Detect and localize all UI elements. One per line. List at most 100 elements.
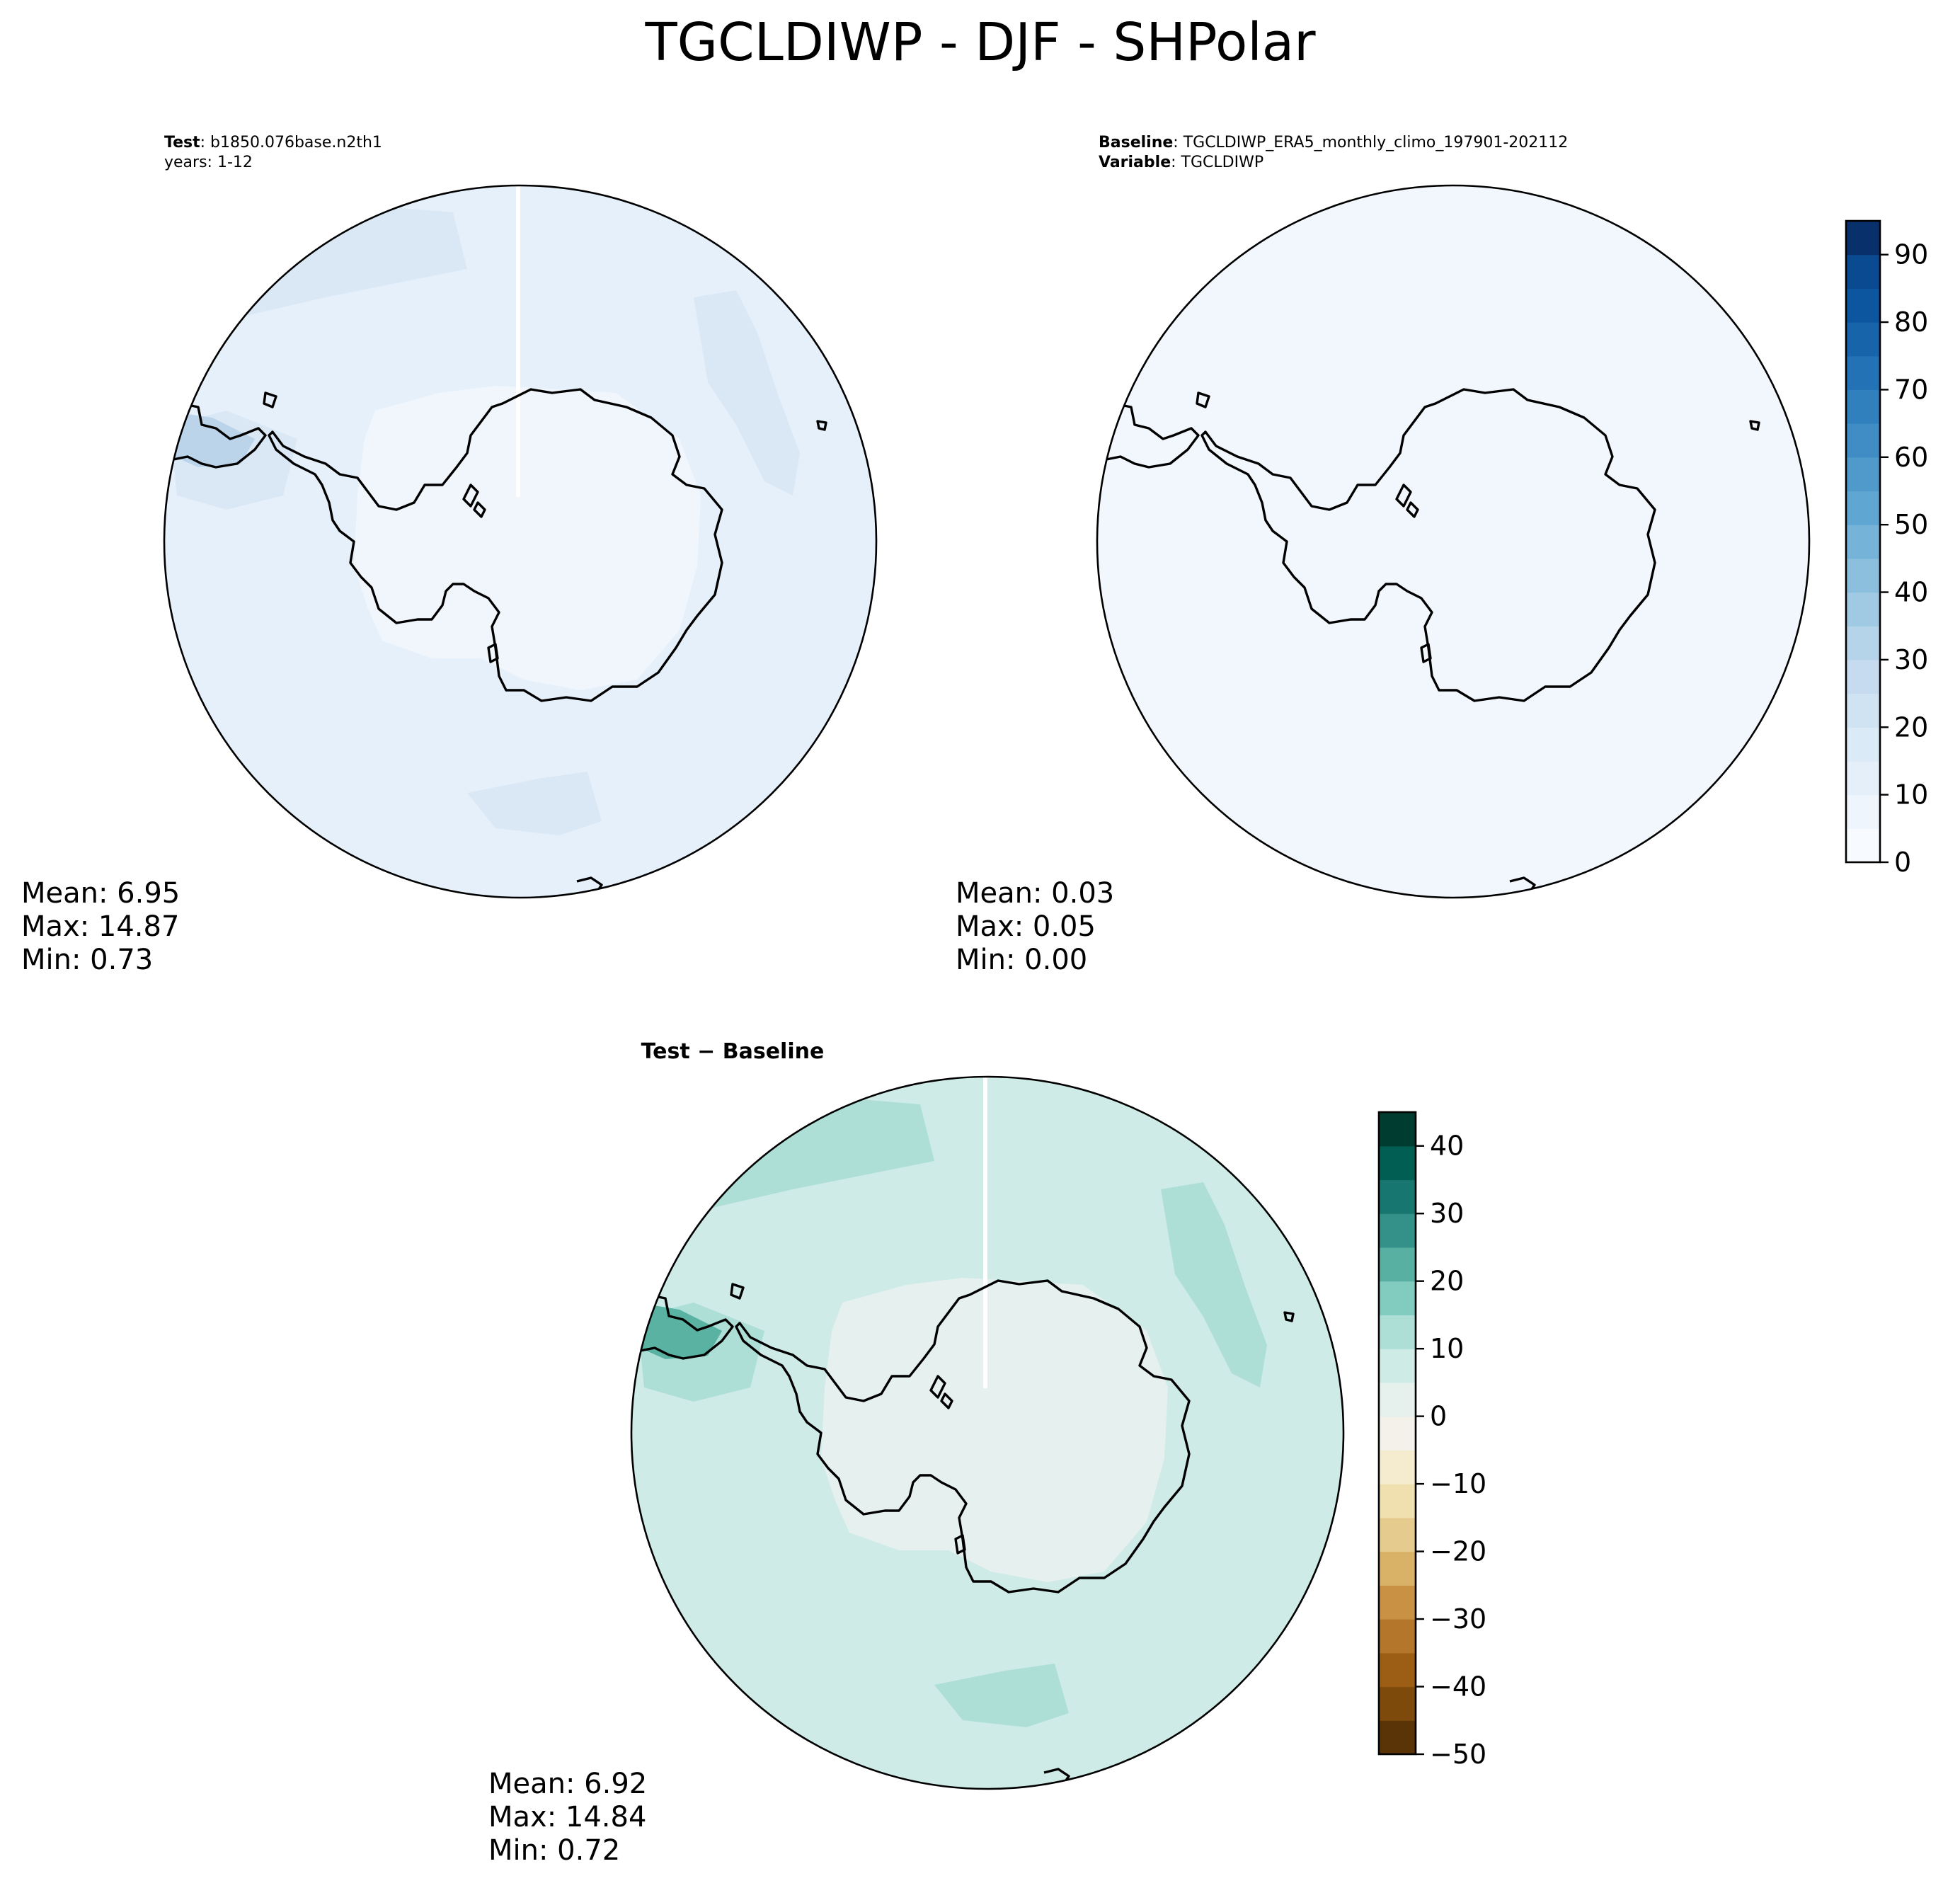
baseline-map-border xyxy=(1096,184,1811,899)
baseline-colorbar-tick-label: 0 xyxy=(1894,847,1911,878)
baseline-stat-mean: Mean: 0.03 xyxy=(956,877,1114,910)
difference-colorbar-segment xyxy=(1379,1484,1416,1518)
baseline-colorbar-segment xyxy=(1846,423,1880,458)
difference-title: Test − Baseline xyxy=(641,1039,825,1064)
baseline-stat-min: Min: 0.00 xyxy=(956,944,1087,976)
baseline-colorbar-tick-label: 10 xyxy=(1894,779,1928,811)
test-header-value: b1850.076base.n2th1 xyxy=(210,134,382,151)
difference-colorbar-frame xyxy=(1377,1111,1417,1756)
figure-title: TGCLDIWP - DJF - SHPolar xyxy=(644,12,1316,73)
baseline-colorbar-tick-label: 90 xyxy=(1894,239,1928,270)
baseline-colorbar-segment xyxy=(1846,355,1880,391)
baseline-colorbar-tick-label: 70 xyxy=(1894,374,1928,405)
difference-colorbar-tick-label: 30 xyxy=(1430,1198,1464,1229)
difference-colorbar-segment xyxy=(1379,1145,1416,1181)
test-header-line-1: Test: b1850.076base.n2th1 xyxy=(164,134,382,151)
baseline-colorbar-segment xyxy=(1846,525,1880,559)
test-panel: Test: b1850.076base.n2th1 years: 1-12 Me… xyxy=(21,134,878,976)
difference-colorbar: −50 −40 −30 −20 −10 0 10 20 30 40 xyxy=(1377,1111,1486,1770)
test-stat-max: Max: 14.87 xyxy=(21,910,179,943)
baseline-map xyxy=(1097,185,1809,898)
baseline-colorbar-tick-label: 50 xyxy=(1894,509,1928,540)
difference-colorbar-tick-label: 10 xyxy=(1430,1333,1464,1364)
baseline-colorbar-segment xyxy=(1846,794,1880,829)
difference-colorbar-tick-label: −50 xyxy=(1430,1739,1486,1770)
baseline-stat-max: Max: 0.05 xyxy=(956,910,1096,943)
difference-map xyxy=(631,1077,1343,1789)
difference-colorbar-segment xyxy=(1379,1382,1416,1417)
baseline-colorbar-segment xyxy=(1846,592,1880,627)
test-map-border xyxy=(163,184,878,899)
baseline-colorbar-segment xyxy=(1846,288,1880,323)
baseline-colorbar-segment xyxy=(1846,221,1880,256)
difference-colorbar-segment xyxy=(1379,1720,1416,1755)
difference-colorbar-segment xyxy=(1379,1349,1416,1383)
difference-panel: Test − Baseline Mean: 6.92 Max: 14.84 Mi… xyxy=(488,1039,1486,1867)
baseline-colorbar-tick-label: 30 xyxy=(1894,644,1928,675)
baseline-header-sep: : xyxy=(1173,134,1183,151)
difference-colorbar-segment xyxy=(1379,1619,1416,1654)
baseline-panel: Baseline: TGCLDIWP_ERA5_monthly_climo_19… xyxy=(956,134,1928,976)
baseline-header-value: TGCLDIWP_ERA5_monthly_climo_197901-20211… xyxy=(1183,134,1569,151)
difference-contour-band xyxy=(1161,1182,1267,1388)
test-ice-region xyxy=(354,386,701,690)
difference-colorbar-tick-label: −30 xyxy=(1430,1603,1486,1635)
difference-colorbar-segment xyxy=(1379,1416,1416,1451)
baseline-header-key: Baseline xyxy=(1099,134,1173,151)
difference-colorbar-tick-label: 0 xyxy=(1430,1401,1447,1432)
difference-colorbar-tick-label: 40 xyxy=(1430,1131,1464,1162)
difference-colorbar-tick-label: 20 xyxy=(1430,1266,1464,1297)
difference-colorbar-segment xyxy=(1379,1315,1416,1349)
baseline-colorbar-segment xyxy=(1846,760,1880,796)
variable-header-value: TGCLDIWP xyxy=(1181,154,1264,171)
baseline-colorbar-segment xyxy=(1846,457,1880,492)
baseline-colorbar-segment xyxy=(1846,828,1880,863)
baseline-colorbar-segment xyxy=(1846,254,1880,289)
difference-colorbar-tick-label: −40 xyxy=(1430,1671,1486,1703)
baseline-header-line-2: Variable: TGCLDIWP xyxy=(1099,154,1263,171)
baseline-colorbar-tick-label: 80 xyxy=(1894,307,1928,338)
test-header-key: Test xyxy=(164,134,200,151)
difference-stat-mean: Mean: 6.92 xyxy=(488,1768,647,1800)
difference-colorbar-tick-label: −20 xyxy=(1430,1536,1486,1567)
difference-colorbar-segment xyxy=(1379,1281,1416,1316)
test-header-sep: : xyxy=(200,134,210,151)
difference-colorbar-tick-label: −10 xyxy=(1430,1468,1486,1499)
test-dateline-seam xyxy=(516,185,520,497)
difference-colorbar-segment xyxy=(1379,1179,1416,1214)
baseline-colorbar-segment xyxy=(1846,558,1880,593)
difference-contour-band xyxy=(934,1664,1069,1727)
test-contour-band xyxy=(467,772,602,835)
test-header-line-2: years: 1-12 xyxy=(164,154,253,171)
baseline-colorbar-segment xyxy=(1846,491,1880,525)
difference-colorbar-segment xyxy=(1379,1213,1416,1248)
test-contour-band xyxy=(694,290,800,496)
baseline-colorbar-segment xyxy=(1846,626,1880,660)
baseline-colorbar-segment xyxy=(1846,322,1880,357)
baseline-colorbar-tick-label: 60 xyxy=(1894,442,1928,473)
baseline-fill xyxy=(1097,185,1809,898)
test-stat-mean: Mean: 6.95 xyxy=(21,877,180,910)
difference-colorbar-segment xyxy=(1379,1585,1416,1620)
difference-dateline-seam xyxy=(983,1077,987,1388)
difference-colorbar-segment xyxy=(1379,1517,1416,1552)
difference-map-border xyxy=(630,1075,1345,1790)
difference-colorbar-segment xyxy=(1379,1652,1416,1688)
variable-header-sep: : xyxy=(1171,154,1181,171)
difference-colorbar-segment xyxy=(1379,1551,1416,1586)
baseline-header-line-1: Baseline: TGCLDIWP_ERA5_monthly_climo_19… xyxy=(1099,134,1568,151)
difference-colorbar-segment xyxy=(1379,1247,1416,1282)
difference-colorbar-segment xyxy=(1379,1450,1416,1484)
baseline-colorbar: 0 10 20 30 40 50 60 70 80 90 xyxy=(1845,219,1928,878)
test-map xyxy=(164,185,876,898)
test-stat-min: Min: 0.73 xyxy=(21,944,153,976)
baseline-colorbar-segment xyxy=(1846,659,1880,694)
difference-ice-region xyxy=(821,1278,1168,1582)
difference-stat-max: Max: 14.84 xyxy=(488,1801,646,1833)
variable-header-key: Variable xyxy=(1099,154,1171,171)
difference-stat-min: Min: 0.72 xyxy=(488,1834,620,1867)
baseline-colorbar-segment xyxy=(1846,389,1880,424)
baseline-colorbar-tick-label: 40 xyxy=(1894,577,1928,608)
baseline-colorbar-segment xyxy=(1846,727,1880,762)
